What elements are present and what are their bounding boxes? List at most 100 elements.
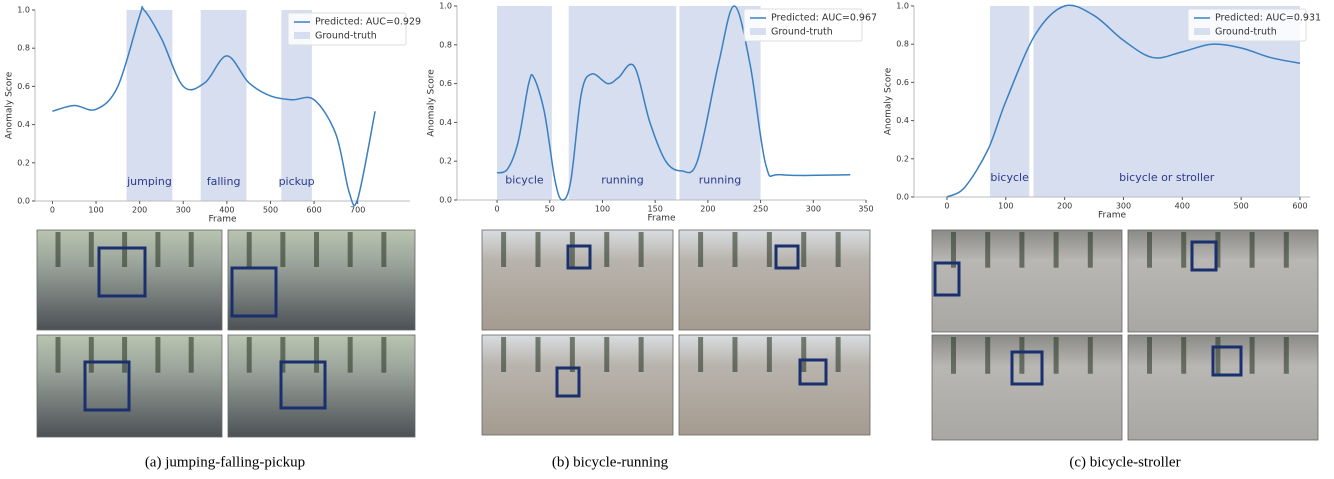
tree (801, 337, 807, 372)
y-tick-label: 0.2 (439, 157, 452, 166)
tree (638, 232, 644, 267)
span-label: jumping (126, 175, 172, 188)
x-tick-label: 350 (858, 205, 873, 214)
detection-box (1010, 350, 1044, 386)
tree (1053, 337, 1059, 374)
video-frame (227, 334, 416, 438)
x-tick-label: 400 (1175, 202, 1190, 211)
tree (314, 232, 320, 267)
y-tick-label: 1.0 (439, 2, 452, 11)
x-tick-label: 600 (306, 206, 321, 215)
legend-box (1187, 8, 1307, 42)
y-tick-label: 0.4 (896, 116, 909, 125)
tree (1147, 337, 1152, 374)
tree (1019, 232, 1025, 268)
tree (88, 337, 94, 373)
predicted-line (946, 4, 1301, 198)
y-tick-label: 0.2 (17, 158, 30, 167)
x-tick-label: 500 (263, 206, 278, 215)
tree (501, 232, 507, 267)
y-tick-label: 0.8 (17, 44, 30, 53)
tree (835, 337, 841, 372)
x-axis-label: Frame (647, 214, 676, 224)
tree (698, 337, 704, 372)
y-tick-label: 0.0 (896, 193, 909, 202)
detection-box (97, 246, 147, 298)
y-tick-label: 0.0 (439, 196, 452, 205)
legend-label: Predicted: AUC=0.967 (771, 13, 877, 24)
legend-box (287, 12, 407, 46)
tree (1181, 232, 1187, 268)
x-tick-label: 200 (132, 206, 147, 215)
x-tick-label: 700 (350, 206, 365, 215)
y-tick-label: 0.6 (896, 78, 909, 87)
tree (1181, 337, 1187, 374)
tree (1249, 337, 1255, 374)
caption: (b) bicycle-running (552, 454, 669, 470)
tree (951, 232, 956, 268)
tree (1147, 232, 1152, 268)
video-frame (1127, 334, 1319, 441)
predicted-line (496, 5, 851, 201)
x-tick-label: 200 (700, 205, 715, 214)
tree (1283, 232, 1289, 268)
tree (698, 232, 704, 267)
tree (1249, 232, 1255, 268)
tree (155, 337, 161, 373)
tree (835, 232, 841, 267)
detection-box (774, 244, 800, 270)
x-axis-label: Frame (208, 215, 237, 225)
tree (381, 232, 387, 267)
tree (1087, 337, 1093, 374)
tree (569, 337, 575, 372)
tree (766, 337, 772, 372)
detection-box (566, 244, 592, 270)
y-tick-label: 1.0 (17, 6, 30, 15)
x-tick-label: 600 (1292, 202, 1307, 211)
tree (985, 232, 991, 268)
tree (188, 232, 194, 267)
x-tick-label: 500 (1234, 202, 1249, 211)
tree (535, 337, 541, 372)
legend-box (743, 8, 863, 42)
detection-box (933, 261, 961, 297)
tree (569, 232, 575, 267)
ground-truth-span (126, 10, 173, 201)
x-tick-label: 300 (806, 205, 821, 214)
tree (985, 337, 991, 374)
span-label: bicycle or stroller (1119, 171, 1215, 184)
y-tick-label: 0.6 (17, 82, 30, 91)
tree (55, 232, 61, 267)
legend-label: Predicted: AUC=0.931 (1215, 13, 1321, 24)
y-tick-label: 0.8 (439, 40, 452, 49)
y-tick-label: 0.2 (896, 154, 909, 163)
tree (55, 337, 61, 373)
x-tick-label: 150 (648, 205, 663, 214)
legend-label: Ground-truth (1215, 27, 1277, 38)
ground-truth-span (568, 6, 677, 200)
span-label: bicycle (505, 174, 544, 187)
detection-box (83, 360, 131, 412)
legend-label: Ground-truth (315, 31, 377, 42)
tree (314, 337, 320, 373)
tree (280, 337, 286, 373)
y-tick-label: 0.6 (439, 79, 452, 88)
video-frame (678, 334, 871, 436)
predicted-line (52, 5, 376, 207)
tree (535, 232, 541, 267)
tree (604, 232, 610, 267)
tree (951, 337, 956, 374)
tree (501, 337, 507, 372)
tree (381, 337, 387, 373)
legend-label: Predicted: AUC=0.929 (315, 17, 421, 28)
legend-swatch (750, 28, 766, 35)
span-label: pickup (279, 175, 315, 188)
ground-truth-span (989, 6, 1030, 197)
ground-truth-span (200, 10, 247, 201)
y-tick-label: 0.8 (896, 40, 909, 49)
y-tick-label: 0.0 (17, 197, 30, 206)
video-frame (1127, 229, 1319, 333)
caption: (a) jumping-falling-pickup (145, 454, 305, 470)
